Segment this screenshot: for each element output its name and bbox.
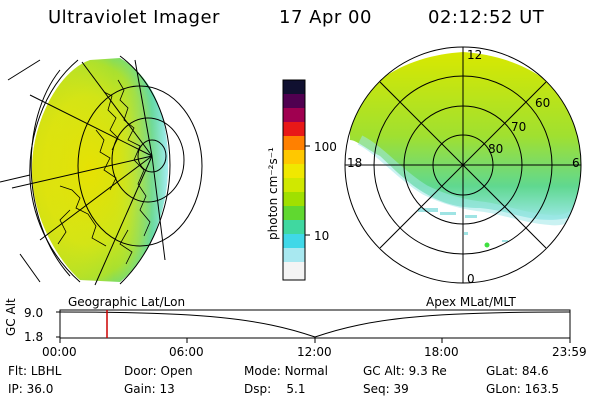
timeline-ytick-top: 9.0 bbox=[24, 306, 44, 320]
mlat-label-60: 60 bbox=[535, 96, 551, 110]
altitude-timeline bbox=[56, 309, 571, 343]
mlt-label-12: 12 bbox=[467, 48, 483, 62]
colorbar-unit-label: photon cm⁻²s⁻¹ bbox=[266, 147, 280, 240]
date-label: 17 Apr 00 bbox=[279, 7, 372, 28]
apex-panel-label: Apex MLat/MLT bbox=[426, 295, 516, 309]
colorbar-tick-100: 100 bbox=[314, 140, 337, 154]
time-label: 02:12:52 UT bbox=[428, 7, 545, 28]
status-door: Door: Open bbox=[124, 364, 193, 378]
status-dsp: Dsp: 5.1 bbox=[244, 382, 306, 396]
status-ip: IP: 36.0 bbox=[8, 382, 54, 396]
status-gc-alt: GC Alt: 9.3 Re bbox=[363, 364, 447, 378]
instrument-title: Ultraviolet Imager bbox=[48, 7, 220, 28]
mlat-label-80: 80 bbox=[488, 142, 504, 156]
status-glon: GLon: 163.5 bbox=[486, 382, 559, 396]
polar-image bbox=[344, 46, 582, 284]
timeline-xtick-1200: 12:00 bbox=[297, 345, 332, 359]
geographic-image bbox=[0, 55, 203, 286]
colorbar-tick-10: 10 bbox=[314, 229, 330, 243]
status-seq: Seq: 39 bbox=[363, 382, 409, 396]
mlt-label-0: 0 bbox=[467, 272, 475, 286]
timeline-xtick-2359: 23:59 bbox=[552, 345, 587, 359]
color-scale-bar bbox=[282, 79, 310, 281]
geographic-panel-label: Geographic Lat/Lon bbox=[68, 295, 186, 309]
timeline-axis-label: GC Alt bbox=[4, 298, 18, 336]
status-mode: Mode: Normal bbox=[244, 364, 328, 378]
mlat-label-70: 70 bbox=[511, 120, 527, 134]
timeline-ytick-bottom: 1.8 bbox=[24, 330, 44, 344]
mlt-label-18: 18 bbox=[347, 156, 363, 170]
status-glat: GLat: 84.6 bbox=[486, 364, 549, 378]
timeline-xtick-0000: 00:00 bbox=[42, 345, 77, 359]
status-filter: Flt: LBHL bbox=[8, 364, 62, 378]
timeline-xtick-0600: 06:00 bbox=[169, 345, 204, 359]
status-gain: Gain: 13 bbox=[124, 382, 175, 396]
timeline-xtick-1800: 18:00 bbox=[424, 345, 459, 359]
mlt-label-6: 6 bbox=[572, 156, 580, 170]
